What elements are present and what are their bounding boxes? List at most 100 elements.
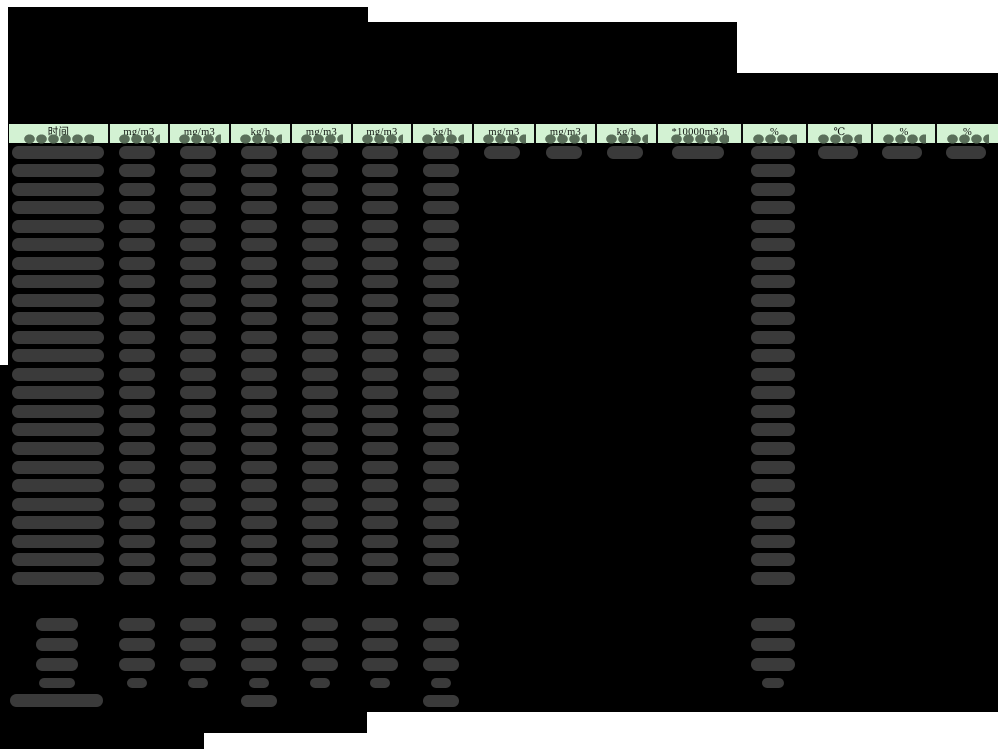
redacted-value-blob	[750, 423, 795, 436]
redacted-row-overlap	[669, 133, 730, 147]
redacted-value-blob	[119, 657, 155, 671]
redacted-row-overlap	[178, 133, 221, 147]
table-header-row: 时间 mg/m3 mg/m3 kg/h mg/m3 mg/m3 kg/h mg/…	[8, 123, 998, 147]
redacted-value-blob	[422, 312, 459, 325]
redacted-value-blob	[240, 405, 277, 418]
redacted-value-blob	[422, 146, 459, 159]
redacted-value-blob	[187, 678, 208, 688]
redacted-value-blob	[119, 201, 155, 214]
redacted-value-blob	[362, 331, 398, 344]
redacted-value-blob	[750, 220, 795, 233]
redacted-row-overlap	[239, 133, 282, 147]
redacted-timestamp-blob	[12, 164, 104, 177]
redacted-info-block	[737, 73, 998, 123]
column-header-1: mg/m3	[108, 124, 168, 147]
redacted-value-blob	[362, 498, 398, 511]
redacted-timestamp-blob	[12, 257, 104, 270]
redacted-title-block	[8, 7, 368, 123]
redacted-value-blob	[179, 164, 216, 177]
redacted-value-blob	[240, 275, 277, 288]
redacted-value-blob	[301, 312, 338, 325]
redacted-value-blob	[240, 657, 277, 671]
column-header-label: mg/m3	[123, 128, 154, 139]
redacted-value-blob	[240, 201, 277, 214]
redacted-value-blob	[545, 146, 582, 159]
redacted-subtitle-block	[368, 22, 737, 123]
column-header-9: kg/h	[595, 124, 656, 147]
redacted-value-blob	[179, 657, 216, 671]
redacted-value-blob	[179, 461, 216, 474]
redacted-value-blob	[119, 349, 155, 362]
column-header-label: mg/m3	[306, 128, 337, 139]
redacted-value-blob	[179, 368, 216, 381]
redacted-value-blob	[301, 498, 338, 511]
redacted-value-blob	[309, 678, 330, 688]
redacted-value-blob	[119, 257, 155, 270]
redacted-timestamp-blob	[12, 275, 104, 288]
redacted-value-blob	[119, 479, 155, 492]
column-header-label: 时间	[48, 128, 70, 139]
redacted-value-blob	[422, 498, 459, 511]
column-header-2: mg/m3	[168, 124, 229, 147]
redacted-value-blob	[301, 183, 338, 196]
redacted-value-blob	[430, 678, 451, 688]
redacted-value-blob	[119, 312, 155, 325]
redacted-value-blob	[179, 618, 216, 631]
redacted-value-blob	[240, 331, 277, 344]
redacted-value-blob	[179, 423, 216, 436]
redacted-value-blob	[606, 146, 643, 159]
redacted-value-blob	[422, 572, 459, 585]
redacted-timestamp-blob	[12, 516, 104, 529]
redacted-value-blob	[240, 368, 277, 381]
redacted-summary-label-blob	[39, 678, 75, 688]
redacted-value-blob	[179, 257, 216, 270]
redacted-value-blob	[240, 638, 277, 651]
redacted-value-blob	[240, 572, 277, 585]
redacted-value-blob	[301, 275, 338, 288]
redacted-value-blob	[422, 275, 459, 288]
redacted-value-blob	[240, 618, 277, 631]
redacted-value-blob	[301, 257, 338, 270]
redacted-value-blob	[119, 516, 155, 529]
redacted-value-blob	[750, 572, 795, 585]
redacted-value-blob	[240, 312, 277, 325]
redacted-value-blob	[750, 238, 795, 251]
redacted-value-blob	[422, 516, 459, 529]
redacted-value-blob	[750, 275, 795, 288]
redacted-table-body-bottom-step	[0, 712, 367, 733]
redacted-value-blob	[750, 442, 795, 455]
redacted-value-blob	[179, 275, 216, 288]
redacted-value-blob	[301, 405, 338, 418]
redacted-value-blob	[362, 386, 398, 399]
redacted-timestamp-blob	[12, 331, 104, 344]
redacted-value-blob	[362, 201, 398, 214]
redacted-timestamp-blob	[12, 220, 104, 233]
redacted-value-blob	[750, 312, 795, 325]
column-header-label: mg/m3	[366, 128, 397, 139]
redacted-value-blob	[422, 368, 459, 381]
redacted-value-blob	[362, 423, 398, 436]
redacted-value-blob	[422, 386, 459, 399]
redacted-value-blob	[119, 572, 155, 585]
redacted-value-blob	[671, 146, 724, 159]
redacted-value-blob	[179, 146, 216, 159]
redacted-timestamp-blob	[12, 238, 104, 251]
redacted-value-blob	[301, 423, 338, 436]
redacted-timestamp-blob	[12, 423, 104, 436]
redacted-value-blob	[240, 423, 277, 436]
redacted-row-overlap	[605, 133, 648, 147]
redacted-value-blob	[301, 386, 338, 399]
redacted-value-blob	[240, 294, 277, 307]
column-header-4: mg/m3	[290, 124, 351, 147]
redacted-timestamp-blob	[12, 146, 104, 159]
redacted-value-blob	[179, 349, 216, 362]
redacted-value-blob	[240, 183, 277, 196]
redacted-value-blob	[119, 183, 155, 196]
column-header-label: mg/m3	[184, 128, 215, 139]
redacted-row-overlap	[361, 133, 403, 147]
redacted-row-overlap	[945, 133, 990, 147]
column-header-label: *10000m3/h	[671, 128, 727, 139]
redacted-value-blob	[119, 553, 155, 566]
redacted-value-blob	[750, 638, 795, 651]
